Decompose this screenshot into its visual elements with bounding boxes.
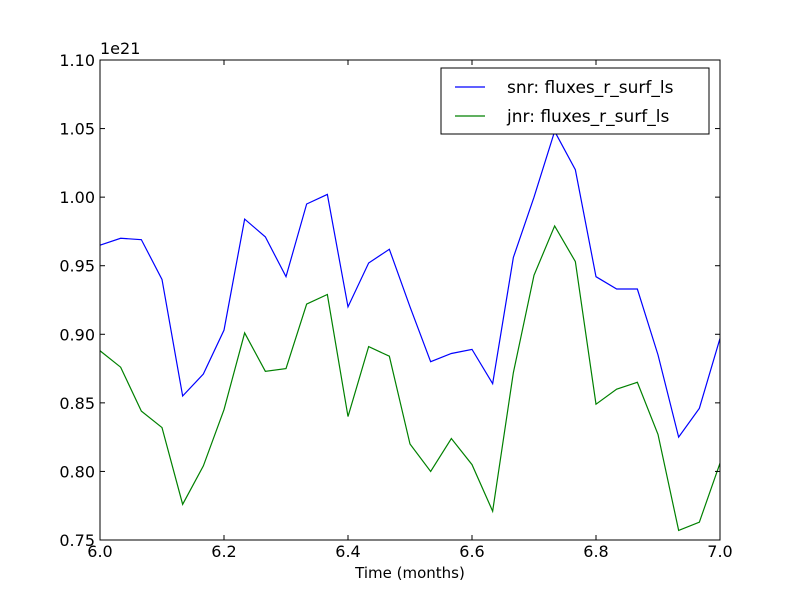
y-tick-label: 1.05 (59, 120, 95, 139)
x-tick-label: 6.8 (583, 542, 608, 561)
ticks-layer: 6.0 6.2 6.4 6.6 6.8 7.0 0.75 0.80 0.85 0.90 0.95 1.… (59, 51, 732, 561)
series-layer (99, 129, 721, 532)
y-tick-label: 1.10 (59, 51, 95, 70)
y-offset-label: 1e21 (100, 39, 140, 58)
plot-frame (99, 59, 721, 541)
series-line-jnr (99, 224, 721, 532)
y-tick-label: 1.00 (59, 188, 95, 207)
x-tick-label: 6.0 (87, 542, 112, 561)
legend: snr: fluxes_r_surf_ls jnr: fluxes_r_surf… (440, 67, 710, 135)
x-tick-label: 7.0 (707, 542, 732, 561)
x-tick-label: 6.4 (335, 542, 360, 561)
y-tick-label: 0.80 (59, 462, 95, 481)
y-tick-label: 0.85 (59, 394, 95, 413)
x-tick-label: 6.6 (459, 542, 484, 561)
y-tick-label: 0.95 (59, 257, 95, 276)
y-tick-label: 0.90 (59, 325, 95, 344)
legend-box (440, 67, 710, 135)
x-axis-label: Time (months) (354, 564, 465, 582)
plot-area (100, 60, 720, 540)
x-tick-label: 6.2 (211, 542, 236, 561)
y-tick-label: 0.75 (59, 531, 95, 550)
legend-label-jnr: jnr: fluxes_r_surf_ls (506, 107, 669, 127)
series-line-snr (99, 129, 721, 439)
legend-label-snr: snr: fluxes_r_surf_ls (507, 78, 674, 98)
